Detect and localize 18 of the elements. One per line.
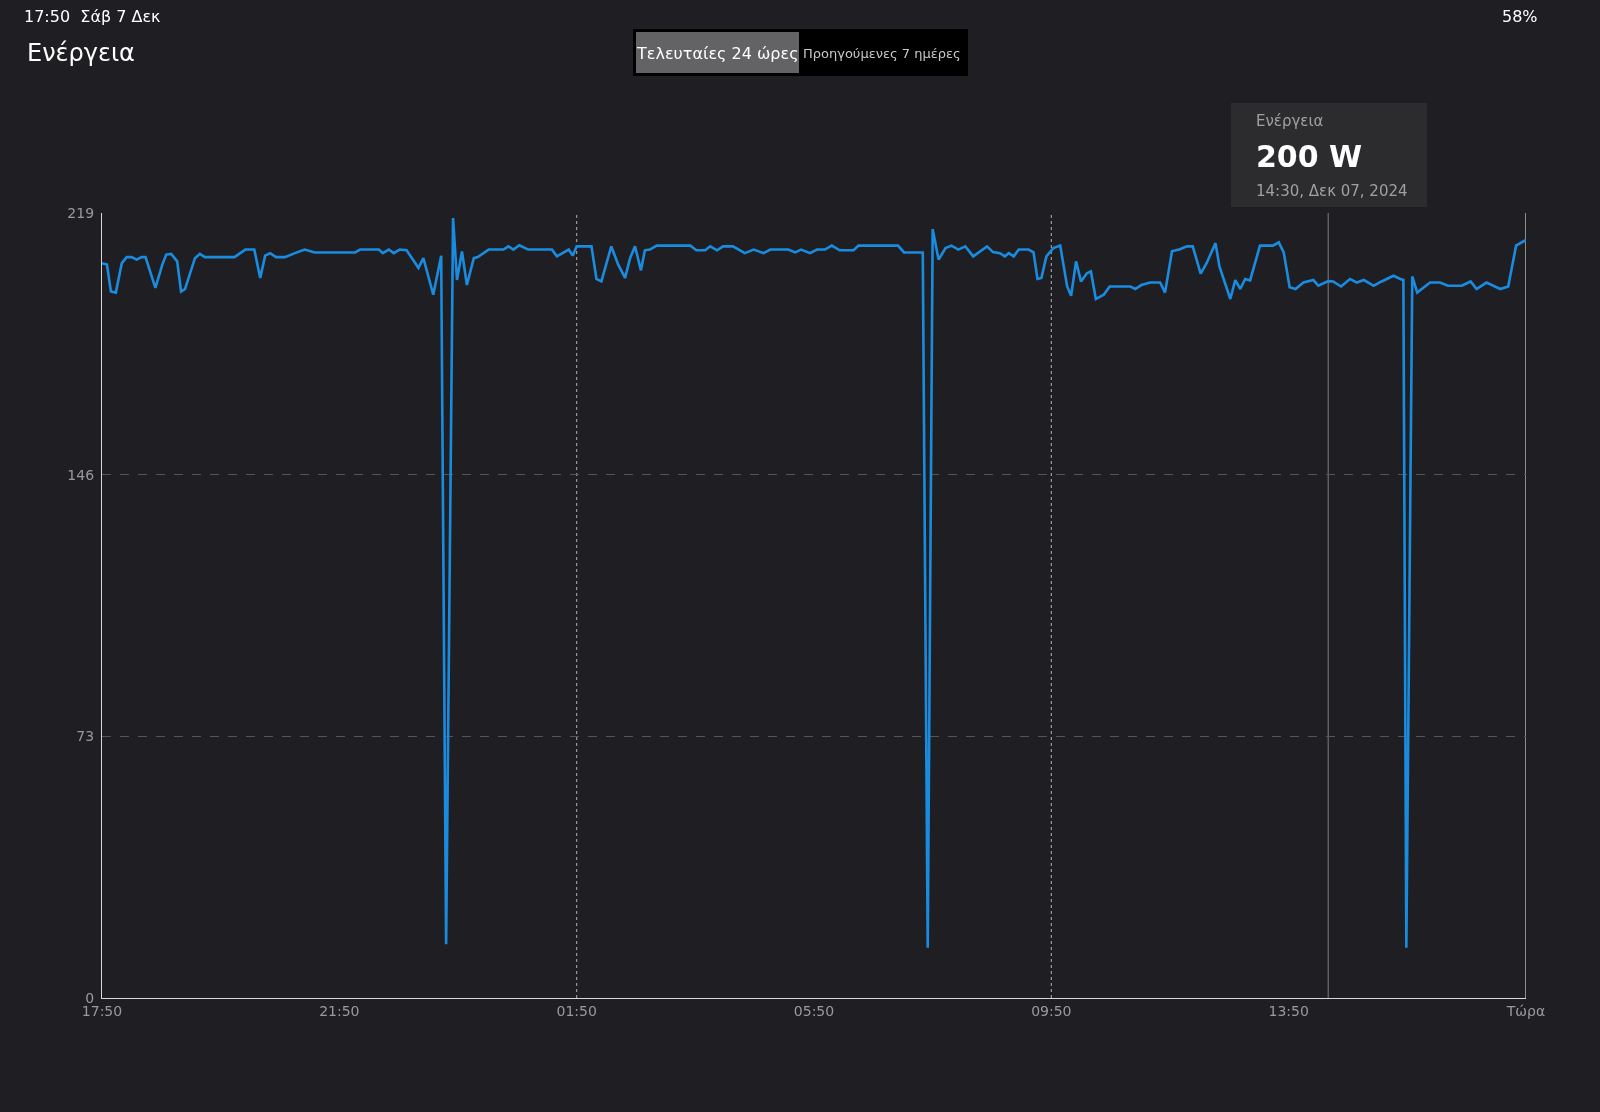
x-tick-label: Τώρα [1505,1002,1546,1019]
text: 17:50 Σάβ 7 Δεκ [24,7,162,26]
text: 200 W [1256,139,1363,174]
text: Προηγούμενες 7 ημέρες [803,46,961,61]
text: Τελευταίες 24 ώρες [636,44,799,63]
text: Ενέργεια [1256,112,1324,130]
y-tick-label: 146 [67,466,95,483]
text: 14:30, Δεκ 07, 2024 [1256,182,1408,200]
text: 58% [1502,7,1538,26]
x-tick-label: 09:50 [1031,1002,1072,1019]
x-tick-label: 21:50 [319,1002,360,1019]
x-tick-label: 05:50 [793,1002,835,1019]
x-tick-label: 13:50 [1268,1002,1309,1019]
chart-title: Ενέργεια [27,39,135,68]
x-tick-label: 01:50 [556,1002,597,1019]
y-tick-label: 219 [67,204,95,221]
y-tick-label: 73 [76,728,95,745]
line-series [102,216,1526,950]
